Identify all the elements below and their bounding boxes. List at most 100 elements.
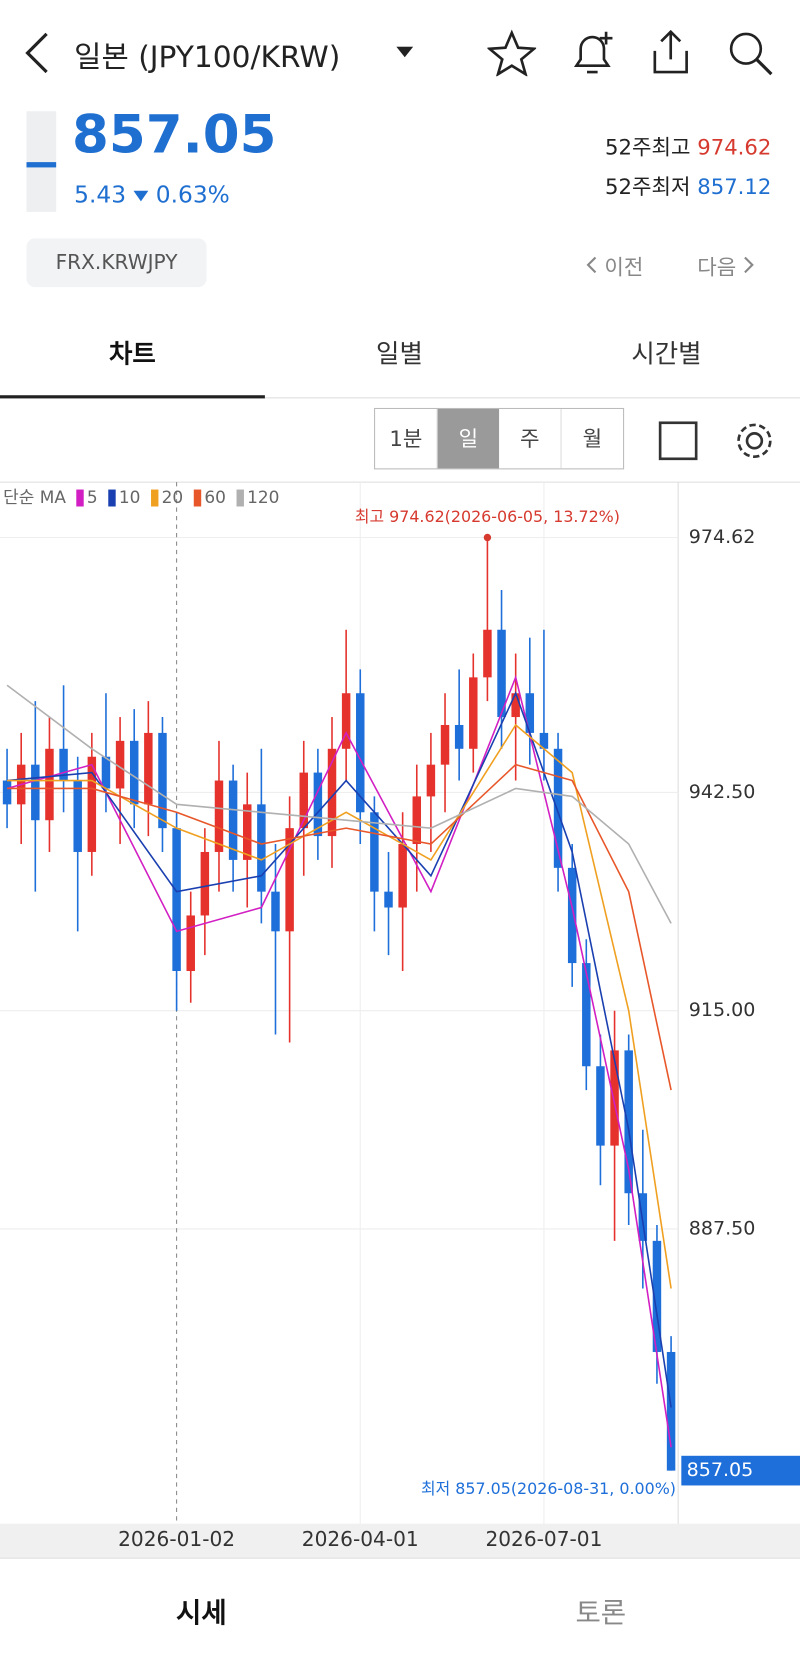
change-pct: 0.63% bbox=[155, 182, 230, 209]
tab[interactable]: 일별 bbox=[376, 339, 423, 369]
candle-body bbox=[384, 891, 393, 908]
y-tick-label: 887.50 bbox=[689, 1217, 756, 1239]
prev-label: 이전 bbox=[604, 254, 644, 280]
candle-body bbox=[596, 1066, 605, 1146]
legend-label: 120 bbox=[247, 487, 279, 507]
high-marker bbox=[483, 533, 492, 542]
low52: 52주최저 857.12 bbox=[605, 170, 771, 201]
legend-label: 10 bbox=[119, 487, 141, 507]
candle-body bbox=[186, 915, 195, 972]
legend-swatch bbox=[193, 489, 202, 507]
low52-value: 857.12 bbox=[697, 173, 772, 200]
star-icon[interactable] bbox=[487, 29, 537, 77]
candle-body bbox=[370, 812, 379, 892]
prev-button[interactable]: 이전 bbox=[585, 250, 643, 281]
period-button[interactable]: 1분 bbox=[375, 409, 438, 469]
candle-body bbox=[412, 796, 422, 845]
dropdown-icon[interactable] bbox=[396, 46, 414, 60]
high52-value: 974.62 bbox=[697, 134, 772, 160]
legend-label: 20 bbox=[162, 487, 184, 507]
legend-swatch bbox=[151, 489, 159, 507]
candle-body bbox=[158, 732, 167, 829]
code-chip: FRX.KRWJPY bbox=[26, 238, 207, 288]
candle-body bbox=[356, 693, 365, 813]
candle-body bbox=[398, 844, 407, 908]
tab[interactable]: 차트 bbox=[109, 339, 156, 369]
candle-body bbox=[610, 1050, 619, 1146]
candle-body bbox=[313, 772, 323, 837]
legend-swatch bbox=[236, 489, 244, 507]
current-price-box bbox=[681, 1455, 800, 1486]
candle-body bbox=[553, 748, 563, 868]
candle-body bbox=[652, 1240, 662, 1352]
candle-body bbox=[666, 1351, 676, 1471]
candle-body bbox=[144, 732, 153, 805]
candle-body bbox=[624, 1050, 633, 1194]
candle-body bbox=[172, 828, 181, 972]
candle-body bbox=[327, 748, 337, 837]
search-icon[interactable] bbox=[725, 28, 776, 79]
share-icon[interactable] bbox=[646, 28, 695, 79]
y-tick-label: 974.62 bbox=[689, 526, 756, 548]
price: 857.05 bbox=[72, 103, 277, 166]
ma-line bbox=[7, 763, 672, 1091]
x-tick-label: 2026-01-02 bbox=[118, 1527, 235, 1551]
candle-body bbox=[469, 677, 478, 749]
candle-body bbox=[299, 772, 308, 829]
candle-body bbox=[567, 867, 577, 964]
candle-body bbox=[45, 748, 54, 821]
candle-body bbox=[31, 764, 40, 821]
prev-chevron bbox=[586, 256, 597, 274]
candle-body bbox=[200, 851, 210, 916]
candle-body bbox=[497, 629, 506, 718]
x-tick-label: 2026-07-01 bbox=[485, 1527, 602, 1551]
settings-icon[interactable] bbox=[731, 417, 778, 464]
change: 5.43 0.63% bbox=[74, 182, 230, 208]
legend-label: 60 bbox=[204, 487, 226, 507]
candle-body bbox=[638, 1193, 648, 1241]
next-chevron bbox=[744, 256, 754, 274]
candle-body bbox=[426, 764, 436, 797]
candle-body bbox=[59, 748, 68, 781]
candle-body bbox=[243, 804, 252, 860]
candle-body bbox=[257, 804, 266, 892]
legend-swatch bbox=[108, 489, 116, 507]
period-button[interactable]: 월 bbox=[582, 425, 603, 452]
candle-body bbox=[582, 963, 591, 1067]
legend-label: 5 bbox=[87, 487, 98, 507]
candle-body bbox=[214, 780, 224, 852]
high-annotation: 최고 974.62(2026-06-05, 13.72%) bbox=[355, 507, 620, 526]
draw-icon[interactable] bbox=[657, 420, 699, 462]
alarm-icon[interactable] bbox=[568, 28, 617, 79]
current-price-label: 857.05 bbox=[687, 1459, 754, 1481]
tab-divider bbox=[0, 397, 800, 399]
candle-body bbox=[440, 724, 450, 765]
tab[interactable]: 시간별 bbox=[631, 339, 702, 369]
candle-body bbox=[483, 629, 492, 678]
next-button[interactable]: 다음 bbox=[697, 250, 755, 281]
ma-line bbox=[6, 674, 672, 1448]
down-arrow bbox=[133, 190, 149, 202]
period-button[interactable]: 주 bbox=[499, 409, 562, 469]
x-axis-band bbox=[0, 1523, 800, 1558]
y-tick-label: 915.00 bbox=[689, 999, 756, 1021]
candle-body bbox=[285, 828, 294, 932]
candle-body bbox=[73, 780, 82, 852]
period-selector: 1분 일 주 월 bbox=[374, 407, 625, 470]
low-annotation: 최저 857.05(2026-08-31, 0.00%) bbox=[421, 1479, 676, 1498]
bottom-tab[interactable]: 시세 bbox=[175, 1597, 227, 1630]
legend-title: 단순 MA bbox=[3, 487, 66, 507]
bottom-tab[interactable]: 토론 bbox=[575, 1597, 627, 1630]
period-button[interactable]: 일 bbox=[437, 409, 500, 469]
price-bar bbox=[26, 111, 57, 212]
candle-body bbox=[271, 891, 280, 932]
candle-body bbox=[454, 724, 464, 749]
back-button[interactable] bbox=[21, 30, 53, 77]
high52-label: 52주최고 bbox=[605, 134, 691, 160]
title[interactable]: 일본 (JPY100/KRW) bbox=[74, 39, 341, 75]
ma-line bbox=[6, 691, 672, 1408]
candle-body bbox=[511, 693, 520, 718]
candle-body bbox=[539, 732, 549, 749]
high52: 52주최고 974.62 bbox=[605, 130, 771, 161]
